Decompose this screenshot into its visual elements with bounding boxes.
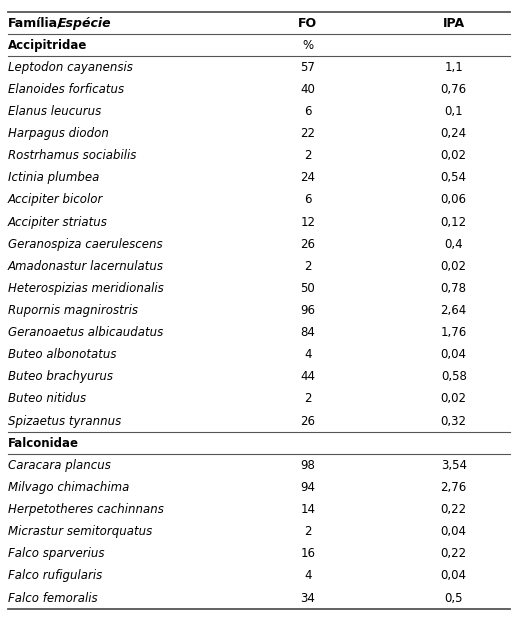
Text: Falco sparverius: Falco sparverius <box>8 548 105 561</box>
Text: 98: 98 <box>300 459 315 472</box>
Text: Micrastur semitorquatus: Micrastur semitorquatus <box>8 525 152 538</box>
Text: 2: 2 <box>304 392 311 405</box>
Text: Leptodon cayanensis: Leptodon cayanensis <box>8 61 133 74</box>
Text: 0,22: 0,22 <box>441 548 467 561</box>
Text: 16: 16 <box>300 548 315 561</box>
Text: 0,02: 0,02 <box>441 392 467 405</box>
Text: 6: 6 <box>304 193 311 206</box>
Text: 96: 96 <box>300 304 315 317</box>
Text: Milvago chimachima: Milvago chimachima <box>8 481 130 494</box>
Text: Heterospizias meridionalis: Heterospizias meridionalis <box>8 282 164 295</box>
Text: 6: 6 <box>304 105 311 118</box>
Text: Accipitridae: Accipitridae <box>8 39 87 52</box>
Text: Falconidae: Falconidae <box>8 437 79 450</box>
Text: %: % <box>302 39 313 52</box>
Text: Falco rufigularis: Falco rufigularis <box>8 569 102 582</box>
Text: 0,22: 0,22 <box>441 503 467 516</box>
Text: Amadonastur lacernulatus: Amadonastur lacernulatus <box>8 260 164 273</box>
Text: Ictinia plumbea: Ictinia plumbea <box>8 171 99 184</box>
Text: Elanus leucurus: Elanus leucurus <box>8 105 101 118</box>
Text: 2,76: 2,76 <box>441 481 467 494</box>
Text: 4: 4 <box>304 569 311 582</box>
Text: 4: 4 <box>304 349 311 362</box>
Text: Buteo albonotatus: Buteo albonotatus <box>8 349 117 362</box>
Text: 2,64: 2,64 <box>441 304 467 317</box>
Text: 0,4: 0,4 <box>444 238 463 251</box>
Text: Falco femoralis: Falco femoralis <box>8 591 97 604</box>
Text: 12: 12 <box>300 216 315 229</box>
Text: 3,54: 3,54 <box>441 459 467 472</box>
Text: 0,24: 0,24 <box>441 127 467 140</box>
Text: 0,06: 0,06 <box>441 193 467 206</box>
Text: 14: 14 <box>300 503 315 516</box>
Text: 84: 84 <box>300 326 315 339</box>
Text: 2: 2 <box>304 260 311 273</box>
Text: Accipiter bicolor: Accipiter bicolor <box>8 193 103 206</box>
Text: 22: 22 <box>300 127 315 140</box>
Text: Rostrhamus sociabilis: Rostrhamus sociabilis <box>8 149 136 162</box>
Text: Rupornis magnirostris: Rupornis magnirostris <box>8 304 138 317</box>
Text: Espécie: Espécie <box>58 17 112 30</box>
Text: 24: 24 <box>300 171 315 184</box>
Text: 0,04: 0,04 <box>441 349 467 362</box>
Text: 44: 44 <box>300 370 315 383</box>
Text: 2: 2 <box>304 149 311 162</box>
Text: Buteo nitidus: Buteo nitidus <box>8 392 86 405</box>
Text: 0,04: 0,04 <box>441 525 467 538</box>
Text: 34: 34 <box>300 591 315 604</box>
Text: 0,78: 0,78 <box>441 282 467 295</box>
Text: 0,76: 0,76 <box>441 83 467 96</box>
Text: 0,04: 0,04 <box>441 569 467 582</box>
Text: Família/: Família/ <box>8 17 63 30</box>
Text: 0,58: 0,58 <box>441 370 467 383</box>
Text: Buteo brachyurus: Buteo brachyurus <box>8 370 113 383</box>
Text: Caracara plancus: Caracara plancus <box>8 459 111 472</box>
Text: 26: 26 <box>300 238 315 251</box>
Text: 50: 50 <box>300 282 315 295</box>
Text: Accipiter striatus: Accipiter striatus <box>8 216 108 229</box>
Text: Geranospiza caerulescens: Geranospiza caerulescens <box>8 238 163 251</box>
Text: 0,1: 0,1 <box>444 105 463 118</box>
Text: Spizaetus tyrannus: Spizaetus tyrannus <box>8 415 121 428</box>
Text: 0,02: 0,02 <box>441 149 467 162</box>
Text: IPA: IPA <box>443 17 465 30</box>
Text: 0,12: 0,12 <box>441 216 467 229</box>
Text: 26: 26 <box>300 415 315 428</box>
Text: 1,1: 1,1 <box>444 61 463 74</box>
Text: 0,32: 0,32 <box>441 415 467 428</box>
Text: 0,5: 0,5 <box>444 591 463 604</box>
Text: 40: 40 <box>300 83 315 96</box>
Text: Elanoides forficatus: Elanoides forficatus <box>8 83 124 96</box>
Text: 1,76: 1,76 <box>441 326 467 339</box>
Text: FO: FO <box>298 17 317 30</box>
Text: 0,54: 0,54 <box>441 171 467 184</box>
Text: Geranoaetus albicaudatus: Geranoaetus albicaudatus <box>8 326 163 339</box>
Text: Harpagus diodon: Harpagus diodon <box>8 127 109 140</box>
Text: 94: 94 <box>300 481 315 494</box>
Text: 0,02: 0,02 <box>441 260 467 273</box>
Text: 2: 2 <box>304 525 311 538</box>
Text: Herpetotheres cachinnans: Herpetotheres cachinnans <box>8 503 164 516</box>
Text: 57: 57 <box>300 61 315 74</box>
